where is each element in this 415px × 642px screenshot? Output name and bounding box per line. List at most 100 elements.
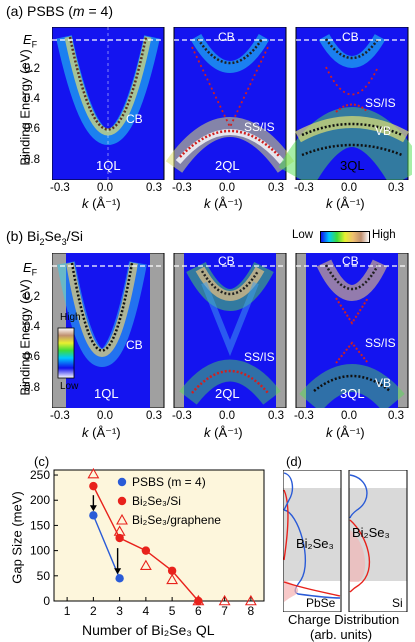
panel-c-xlabel: Number of Bi₂Se₃ QL (82, 622, 215, 638)
arpes-1ql (52, 27, 165, 180)
b1-xtick: -0.3 (50, 410, 70, 422)
b2-xtick: -0.3 (172, 410, 192, 422)
panel-b-arpes-images (52, 253, 409, 408)
charge-plot-si (348, 470, 408, 612)
b3-xtick: 0.3 (388, 410, 404, 422)
arpes-b-1ql (52, 253, 165, 408)
plot-area (53, 469, 265, 602)
d-xlabel-line1: Charge Distribution (288, 612, 400, 627)
b1-xtick: 0.0 (97, 410, 113, 422)
series-markers (87, 467, 257, 606)
gap-size-chart: 1 2 3 4 5 6 7 8 0 50 100 150 200 250 PSBS (m = 4) Bi₂S… (30, 467, 265, 618)
legend-label: Bi₂Se₃/Si (132, 494, 181, 508)
data-point-triangle (87, 467, 100, 479)
b1-xtick: 0.3 (146, 410, 162, 422)
x-tick-label: 2 (90, 604, 97, 618)
arpes-2ql (165, 27, 295, 180)
a2-xtick: -0.3 (172, 182, 192, 194)
b1-xlabel: k (Å⁻¹) (82, 425, 121, 440)
b2-xtick: 0.0 (219, 410, 235, 422)
axis-ticks: 1 2 3 4 5 6 7 8 0 50 100 150 200 250 (30, 468, 255, 618)
panel-b-ytick: 0.6 (24, 351, 40, 363)
b3-xtick: -0.3 (294, 410, 314, 422)
data-point-triangle (166, 573, 179, 585)
d-xlabel-line2: (arb. units) (310, 627, 373, 642)
panel-b-label: (b) Bi2Se3/Si (6, 228, 83, 247)
y-tick-label: 100 (30, 544, 50, 558)
y-tick-label: 150 (30, 518, 50, 532)
a2-ss-label: SS/IS (244, 120, 275, 134)
a3-xtick: 0.0 (341, 182, 357, 194)
arrow-head (89, 505, 97, 512)
a3-xlabel: k (Å⁻¹) (326, 196, 365, 211)
x-tick-label: 1 (64, 604, 71, 618)
panel-c-label: (c) (34, 454, 50, 469)
a2-cb-label: CB (218, 30, 235, 44)
data-point (115, 574, 124, 583)
panel-a-ytick: 0.4 (24, 93, 40, 105)
a2-thickness: 2QL (215, 158, 240, 173)
a1-cb-label: CB (126, 112, 143, 126)
arrow-head (114, 568, 122, 575)
b3-ss-label: SS/IS (365, 336, 396, 350)
panel-a-ytick: 0.6 (24, 123, 40, 135)
legend-label: Bi₂Se₃/graphene (132, 513, 221, 527)
legend-label: PSBS (m = 4) (132, 475, 206, 489)
y-tick-label: 250 (30, 468, 50, 482)
d-right-region: Bi₂Se₃ (352, 525, 390, 540)
a1-xtick: 0.3 (146, 182, 162, 194)
series-line (92, 515, 121, 579)
y-tick-label: 50 (37, 569, 51, 583)
panel-b-ef-label: EF (23, 260, 38, 278)
b1-thickness: 1QL (94, 386, 119, 401)
a2-xlabel: k (Å⁻¹) (204, 196, 243, 211)
a2-xtick: 0.0 (219, 182, 235, 194)
legend-marker (116, 513, 128, 525)
a3-cb-label: CB (342, 30, 359, 44)
b2-cb-label: CB (218, 254, 235, 268)
x-tick-label: 6 (195, 604, 202, 618)
a1-xlabel: k (Å⁻¹) (82, 196, 121, 211)
data-point (141, 546, 151, 555)
a3-vb-label: VB (375, 124, 392, 138)
data-point-triangle (139, 559, 152, 571)
panel-a-arpes-images (52, 27, 412, 180)
panel-a-ytick: 0.2 (24, 63, 40, 75)
panel-a-label: (a) PSBS (m = 4) (6, 3, 113, 19)
panel-a-ytick: 0.8 (24, 154, 40, 166)
arpes-3ql (278, 27, 412, 180)
panel-d-label: (d) (286, 454, 302, 469)
x-tick-label: 5 (169, 604, 176, 618)
a3-xtick: 0.3 (388, 182, 404, 194)
arrows (89, 495, 122, 575)
colorbar (320, 231, 370, 243)
b2-xlabel: k (Å⁻¹) (204, 425, 243, 440)
data-point-triangle (192, 594, 205, 606)
data-point-triangle (218, 594, 231, 606)
inset-low: Low (60, 381, 79, 392)
y-tick-label: 0 (43, 594, 50, 608)
a2-xtick: 0.3 (268, 182, 284, 194)
panel-b-ytick: 0.2 (24, 291, 40, 303)
data-point (89, 481, 98, 491)
b2-ss-label: SS/IS (244, 350, 275, 364)
legend-marker (117, 477, 127, 487)
d-left-region: Bi₂Se₃ (296, 536, 334, 551)
b1-cb-label: CB (126, 338, 143, 352)
x-tick-label: 3 (116, 604, 123, 618)
panel-b-ytick: 0.4 (24, 321, 40, 333)
charge-plot-pbse (283, 470, 342, 612)
b3-xlabel: k (Å⁻¹) (326, 425, 365, 440)
legend: PSBS (m = 4) Bi₂Se₃/Si Bi₂Se₃/graphene (116, 475, 221, 527)
b2-xtick: 0.3 (268, 410, 284, 422)
data-point (115, 533, 124, 543)
b3-xtick: 0.0 (341, 410, 357, 422)
a1-thickness: 1QL (96, 158, 121, 173)
b3-cb-label: CB (342, 254, 359, 268)
x-tick-label: 4 (143, 604, 150, 618)
d-left-substrate: PbSe (306, 596, 336, 610)
data-point-triangle (113, 525, 126, 536)
b2-thickness: 2QL (215, 386, 240, 401)
a3-thickness: 3QL (340, 158, 365, 173)
panel-a-ef-label: EF (23, 32, 38, 50)
